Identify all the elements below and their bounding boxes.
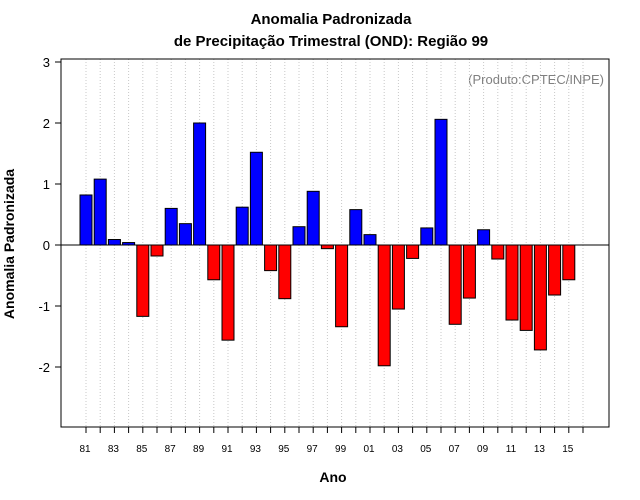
- x-ticks: 81 83 85 87 89 91 93 95 97 99 01 03 05 07 09 11 13 15: [79, 427, 584, 455]
- chart-subtitle: de Precipitação Trimestral (OND): Região…: [174, 33, 488, 50]
- y-axis-label: Anomalia Padronizada: [1, 169, 17, 319]
- bar-2006: [434, 118, 448, 246]
- bar-1982: [93, 178, 107, 246]
- x-tick-label: 03: [392, 444, 404, 455]
- x-tick-label: 11: [506, 444, 517, 455]
- bar-1986: [150, 244, 164, 257]
- bar-2012: [519, 244, 533, 331]
- bar-1997: [306, 190, 320, 246]
- bar-2009: [477, 229, 491, 246]
- grid-lines: [85, 59, 584, 427]
- y-tick-label: -1: [38, 299, 50, 314]
- x-tick-label: 91: [221, 444, 233, 455]
- x-tick-label: 85: [136, 444, 148, 455]
- credit-note: (Produto:CPTEC/INPE): [468, 72, 604, 87]
- bar-1988: [178, 223, 192, 246]
- bar-1985: [136, 244, 150, 317]
- bar-1989: [193, 122, 207, 246]
- bars-group: [79, 118, 576, 367]
- bar-2001: [363, 234, 377, 246]
- bar-1987: [164, 207, 178, 246]
- bar-1981: [79, 194, 93, 246]
- y-tick-label: 0: [43, 238, 50, 253]
- bar-2010: [491, 244, 505, 260]
- x-axis-label: Ano: [319, 469, 346, 485]
- bar-2011: [505, 244, 519, 321]
- axes-group: [60, 58, 610, 428]
- bar-2003: [391, 244, 405, 310]
- bar-1996: [292, 226, 306, 246]
- bar-1991: [221, 244, 235, 341]
- x-tick-label: 05: [420, 444, 432, 455]
- x-tick-label: 95: [278, 444, 290, 455]
- x-tick-label: 15: [562, 444, 574, 455]
- bar-1990: [207, 244, 221, 281]
- bar-2007: [448, 244, 462, 325]
- x-tick-label: 97: [307, 444, 319, 455]
- plot-frame: [60, 58, 610, 428]
- bar-1995: [278, 244, 292, 300]
- x-tick-label: 87: [165, 444, 177, 455]
- bar-2005: [420, 227, 434, 246]
- bar-1998: [320, 244, 334, 250]
- x-tick-label: 01: [363, 444, 375, 455]
- bar-1994: [264, 244, 278, 272]
- x-tick-label: 13: [534, 444, 546, 455]
- bar-1992: [235, 206, 249, 246]
- x-tick-label: 99: [335, 444, 347, 455]
- bar-2000: [349, 209, 363, 246]
- bar-2004: [406, 244, 420, 259]
- bar-2013: [533, 244, 547, 351]
- bar-1993: [249, 151, 263, 246]
- bar-2015: [562, 244, 576, 281]
- x-tick-label: 07: [449, 444, 461, 455]
- y-ticks: 3 2 1 0 -1 -2: [38, 55, 61, 375]
- x-tick-label: 89: [193, 444, 205, 455]
- x-tick-label: 81: [79, 444, 91, 455]
- y-tick-label: 2: [43, 116, 50, 131]
- bar-1983: [107, 239, 121, 246]
- chart-title: Anomalia Padronizada: [251, 11, 413, 28]
- bar-2014: [548, 244, 562, 296]
- y-tick-label: -2: [38, 360, 50, 375]
- bar-1999: [335, 244, 349, 328]
- x-tick-label: 09: [477, 444, 489, 455]
- bar-2002: [377, 244, 391, 367]
- y-tick-label: 3: [43, 55, 50, 70]
- x-tick-label: 83: [108, 444, 120, 455]
- y-tick-label: 1: [43, 177, 50, 192]
- bar-2008: [462, 244, 476, 299]
- x-tick-label: 93: [250, 444, 262, 455]
